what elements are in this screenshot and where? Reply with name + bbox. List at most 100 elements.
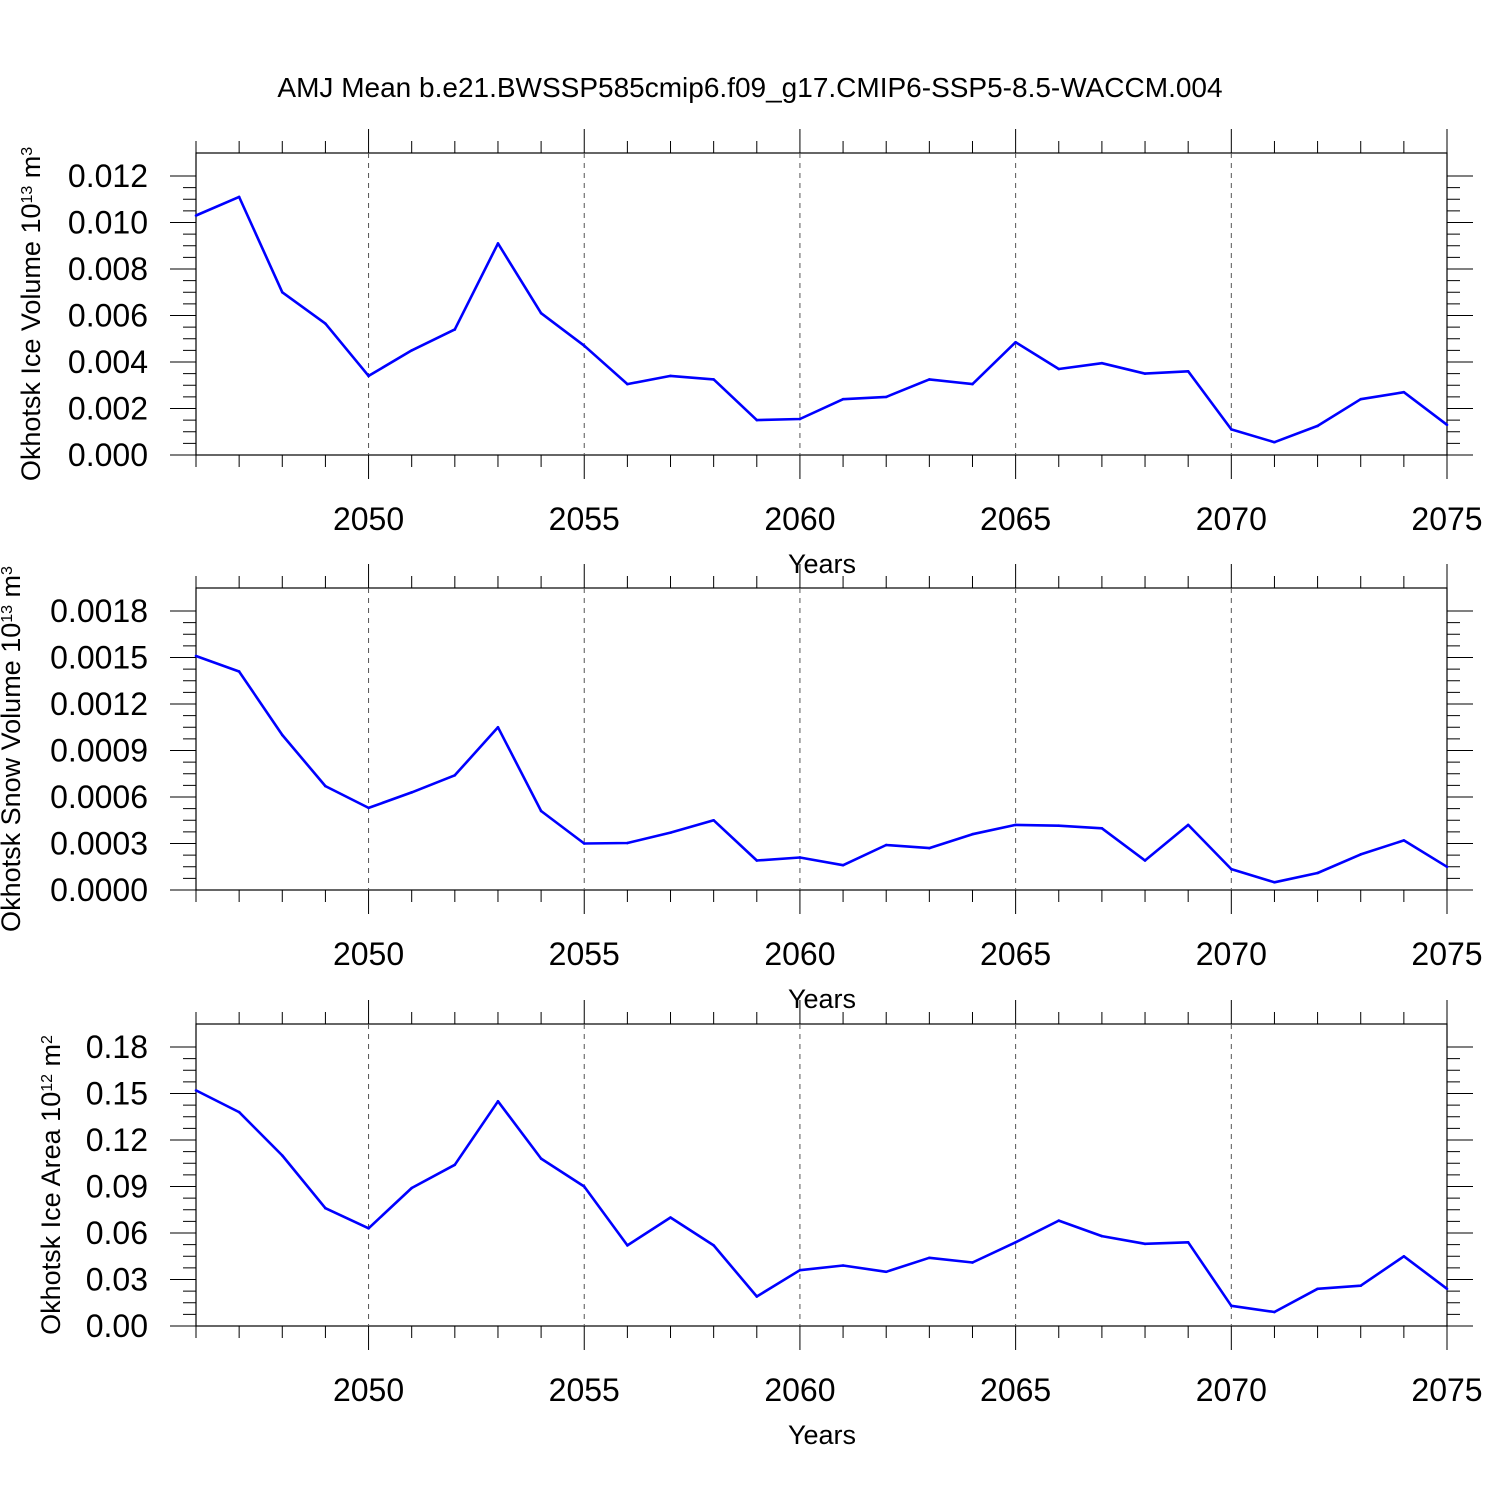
- x-tick-label: 2060: [764, 936, 835, 972]
- data-point: [669, 1216, 672, 1219]
- data-point: [496, 1099, 500, 1103]
- data-point: [1273, 1310, 1276, 1314]
- x-tick-label: 2050: [333, 936, 404, 972]
- x-axis-label: Years: [788, 984, 856, 1014]
- data-point: [1445, 1287, 1449, 1291]
- data-point: [194, 1089, 198, 1092]
- data-point: [324, 1206, 327, 1210]
- y-tick-label: 0.0006: [50, 779, 148, 815]
- x-tick-label: 2050: [333, 501, 404, 537]
- x-tick-label: 2075: [1411, 936, 1482, 972]
- chart-panel-1: 0.000 0.002 0.004 0.006 0.008 0.010 0.012 2050 2…: [16, 129, 1483, 579]
- data-point: [928, 846, 931, 850]
- data-point: [1186, 823, 1190, 827]
- data-point: [1014, 340, 1017, 344]
- y-tick-label: 0.006: [68, 298, 148, 334]
- data-point: [669, 374, 672, 378]
- data-point: [626, 1244, 629, 1247]
- data-point: [1100, 1234, 1104, 1238]
- data-point: [1273, 440, 1276, 444]
- data-point: [971, 1261, 974, 1264]
- data-point: [237, 195, 241, 199]
- x-tick-label: 2055: [549, 501, 620, 537]
- y-tick-label: 0.000: [68, 437, 148, 473]
- y-tick-label: 0.0000: [50, 872, 148, 908]
- y-tick-label: 0.09: [86, 1169, 148, 1205]
- y-axis-label: Okhotsk Ice Area 1012 m2: [36, 1035, 66, 1335]
- y-tick-label: 0.00: [86, 1308, 148, 1344]
- data-point: [626, 382, 629, 386]
- x-tick-label: 2070: [1196, 1372, 1267, 1408]
- data-point: [1143, 859, 1147, 862]
- data-point: [1316, 424, 1319, 428]
- x-tick-label: 2070: [1196, 936, 1267, 972]
- y-tick-label: 0.18: [86, 1029, 148, 1065]
- chart-panel-3: 0.00 0.03 0.06 0.09 0.12 0.15 0.18 2050 2055 2060…: [36, 1000, 1483, 1450]
- y-tick-label: 0.0018: [50, 593, 148, 629]
- data-point: [755, 859, 759, 862]
- x-tick-label: 2055: [549, 936, 620, 972]
- data-point: [1445, 865, 1449, 869]
- data-point: [1143, 372, 1147, 375]
- y-tick-label: 0.0015: [50, 640, 148, 676]
- data-series-line: [195, 1089, 1448, 1314]
- data-point: [841, 397, 845, 401]
- x-tick-label: 2065: [980, 501, 1051, 537]
- data-point: [884, 395, 888, 399]
- y-tick-label: 0.0009: [50, 733, 148, 769]
- data-point: [971, 832, 974, 836]
- data-point: [841, 863, 845, 867]
- x-tick-label: 2065: [980, 1372, 1051, 1408]
- x-axis-label: Years: [788, 549, 856, 579]
- data-point: [1316, 1287, 1319, 1291]
- data-point: [280, 1154, 284, 1157]
- data-point: [712, 818, 715, 822]
- x-tick-label: 2060: [764, 1372, 835, 1408]
- x-tick-label: 2065: [980, 936, 1051, 972]
- data-point: [367, 374, 370, 378]
- data-point: [453, 1163, 457, 1167]
- data-point: [1359, 1284, 1363, 1287]
- data-point: [539, 1157, 543, 1160]
- x-tick-label: 2075: [1411, 1372, 1482, 1408]
- data-point: [1100, 827, 1104, 830]
- data-point: [1230, 428, 1233, 431]
- data-point: [367, 1227, 370, 1230]
- x-tick-label: 2055: [549, 1372, 620, 1408]
- plot-frame: [195, 1023, 1448, 1327]
- data-point: [539, 809, 543, 813]
- data-point: [1014, 823, 1017, 827]
- y-tick-label: 0.0003: [50, 826, 148, 862]
- data-point: [280, 290, 284, 294]
- data-point: [1014, 1241, 1017, 1244]
- page-title: AMJ Mean b.e21.BWSSP585cmip6.f09_g17.CMI…: [277, 72, 1223, 103]
- data-point: [755, 1295, 759, 1298]
- plot-frame: [195, 587, 1448, 891]
- data-point: [367, 806, 370, 810]
- data-point: [237, 670, 241, 673]
- data-point: [582, 344, 586, 348]
- data-point: [194, 654, 198, 658]
- data-point: [1445, 423, 1449, 427]
- y-axis-label: Okhotsk Snow Volume 1013 m3: [0, 566, 26, 932]
- data-point: [1402, 390, 1406, 394]
- y-tick-label: 0.010: [68, 205, 148, 241]
- data-point: [1186, 370, 1190, 373]
- data-point: [712, 1244, 715, 1247]
- data-point: [669, 831, 672, 834]
- data-point: [712, 378, 715, 381]
- x-tick-label: 2075: [1411, 501, 1482, 537]
- y-tick-label: 0.004: [68, 344, 148, 380]
- data-point: [1057, 824, 1061, 827]
- data-point: [410, 1186, 413, 1190]
- y-tick-label: 0.06: [86, 1215, 148, 1251]
- y-tick-label: 0.008: [68, 251, 148, 287]
- x-axis-label: Years: [788, 1420, 856, 1450]
- chart-panel-2: 0.0000 0.0003 0.0006 0.0009 0.0012 0.0015 0.00…: [0, 564, 1483, 1014]
- data-point: [841, 1264, 845, 1267]
- y-tick-label: 0.0012: [50, 686, 148, 722]
- y-tick-label: 0.002: [68, 391, 148, 427]
- data-point: [755, 418, 759, 422]
- x-tick-label: 2050: [333, 1372, 404, 1408]
